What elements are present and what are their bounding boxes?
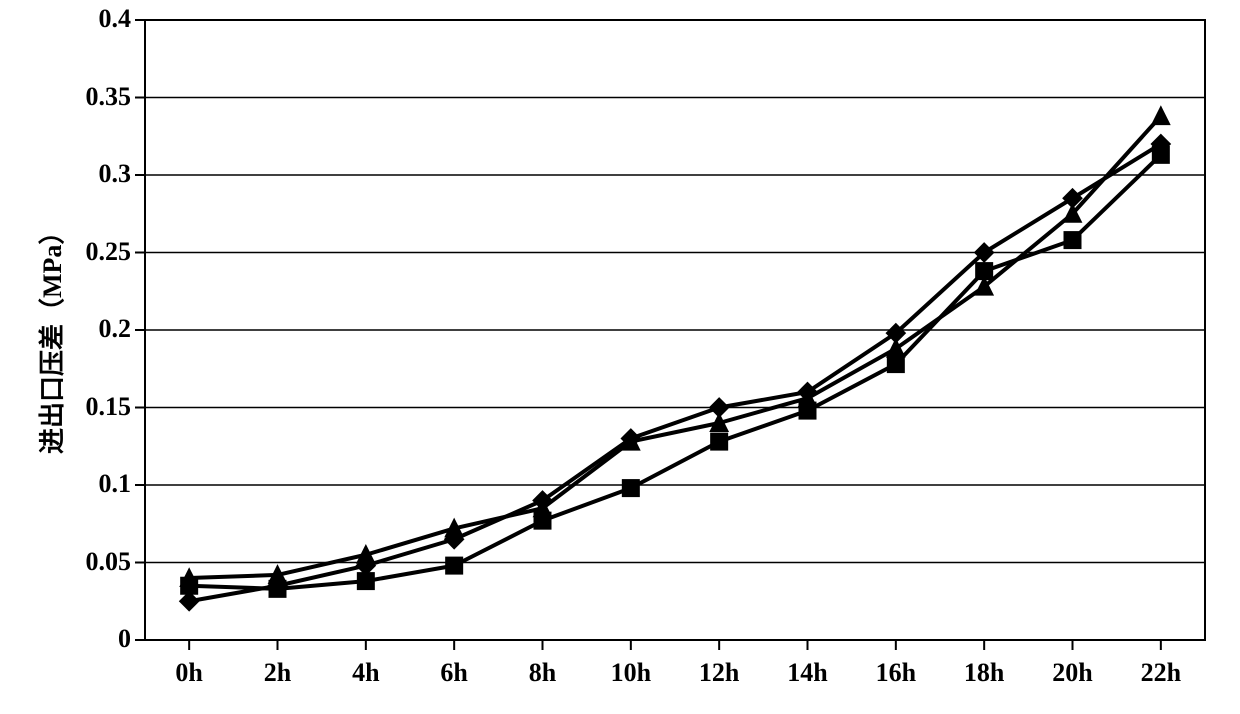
y-tick-label: 0.3 (99, 159, 132, 189)
y-tick-label: 0 (118, 624, 131, 654)
y-axis-label: 进出口压差（MPa） (32, 218, 69, 453)
y-tick-label: 0.35 (86, 82, 132, 112)
x-tick-label: 16h (856, 658, 936, 688)
x-tick-label: 18h (944, 658, 1024, 688)
y-tick-label: 0.05 (86, 547, 132, 577)
y-tick-label: 0.4 (99, 4, 132, 34)
chart-svg (0, 0, 1240, 714)
x-tick-label: 2h (238, 658, 318, 688)
x-tick-label: 8h (503, 658, 583, 688)
x-tick-label: 20h (1033, 658, 1113, 688)
y-tick-label: 0.2 (99, 314, 132, 344)
x-tick-label: 4h (326, 658, 406, 688)
x-tick-label: 0h (149, 658, 229, 688)
y-tick-label: 0.25 (86, 237, 132, 267)
y-tick-label: 0.15 (86, 392, 132, 422)
y-tick-label: 0.1 (99, 469, 132, 499)
x-tick-label: 14h (768, 658, 848, 688)
x-tick-label: 10h (591, 658, 671, 688)
chart-container: 进出口压差（MPa） 0 0.05 0.1 0.15 0.2 0.25 0.3 0.35 0.4… (0, 0, 1240, 714)
x-tick-label: 12h (679, 658, 759, 688)
x-tick-label: 6h (414, 658, 494, 688)
x-tick-label: 22h (1121, 658, 1201, 688)
